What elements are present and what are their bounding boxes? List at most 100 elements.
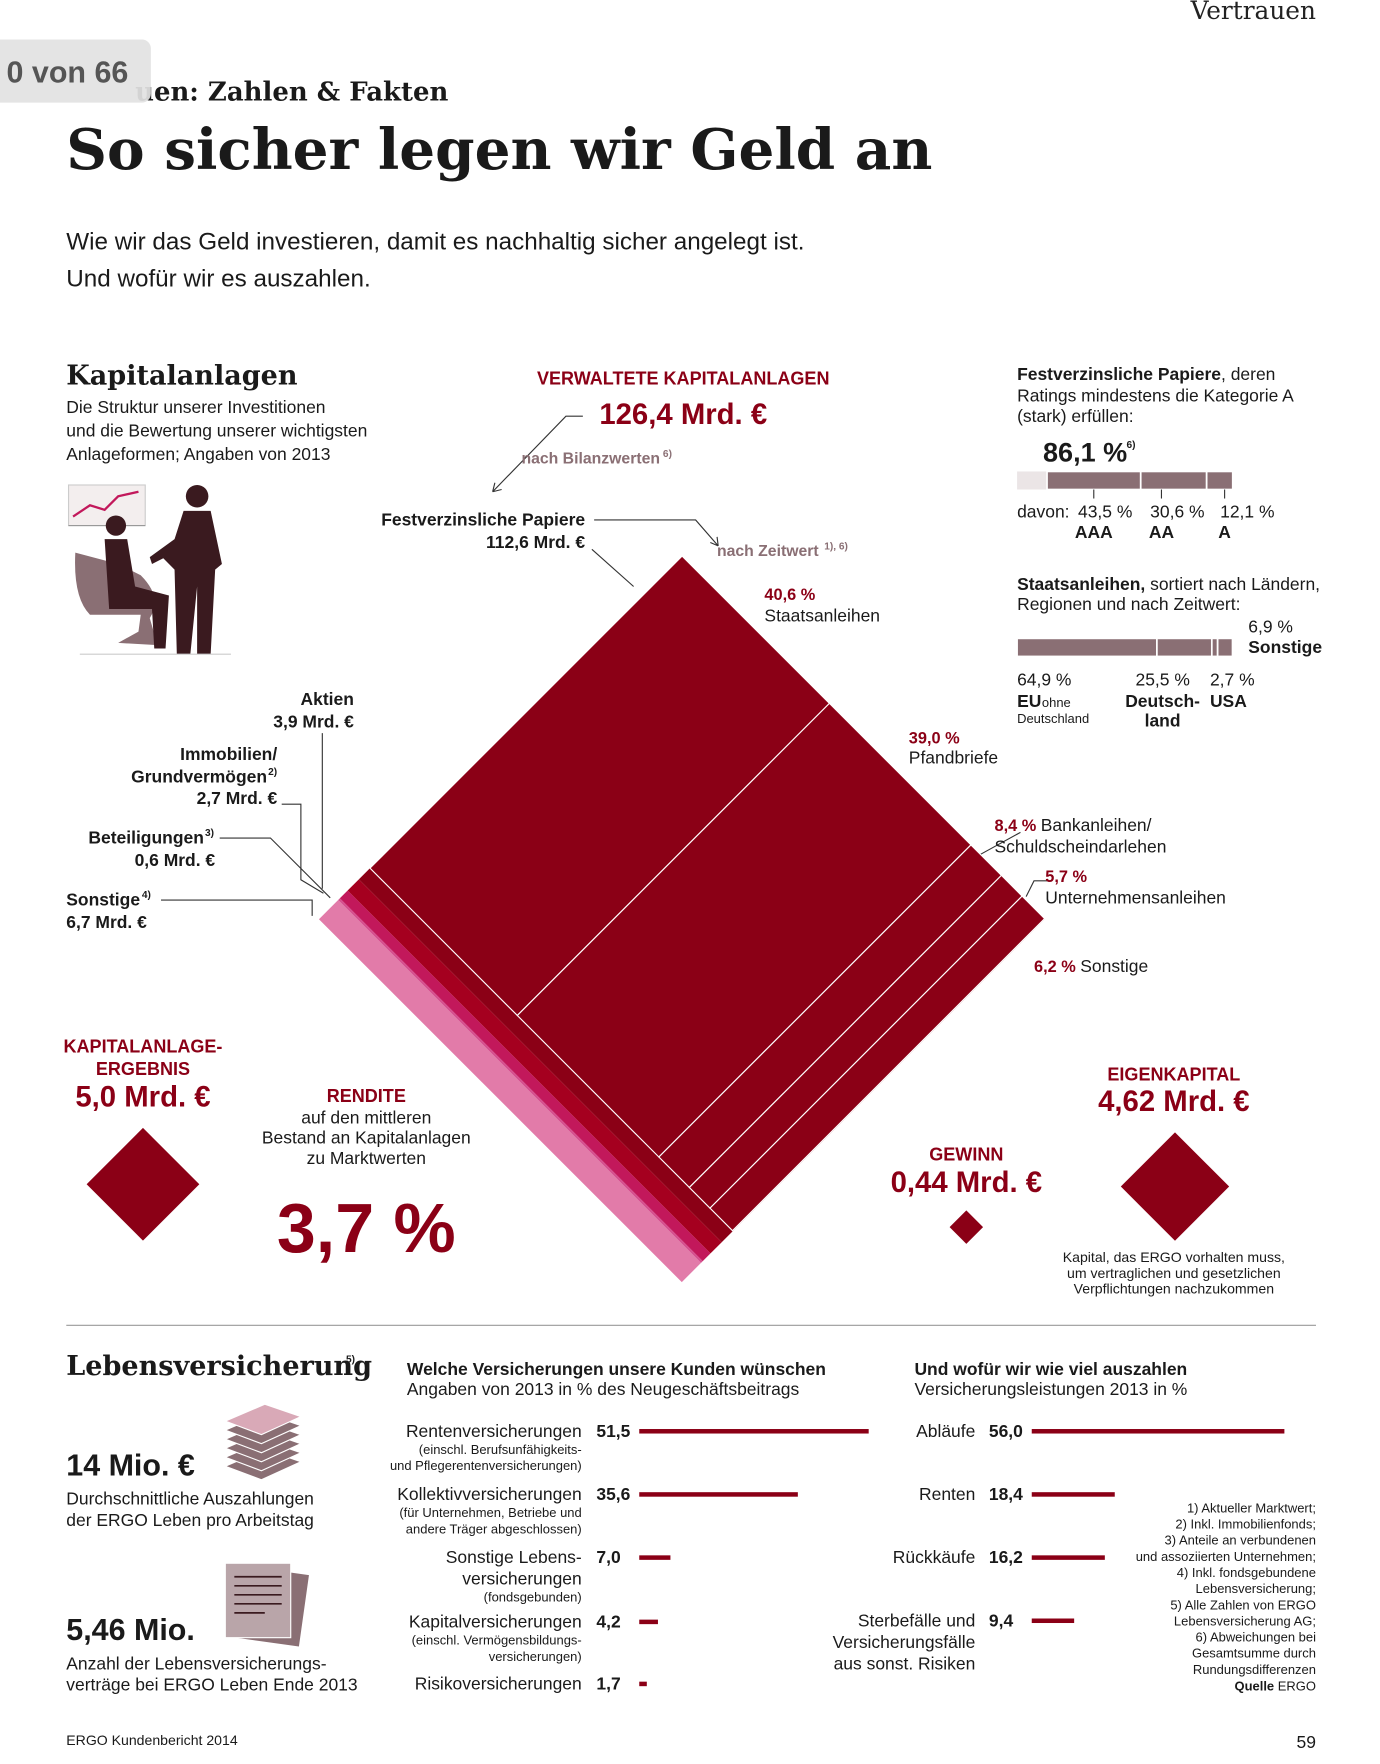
rating-title: Ratings mindestens die Kategorie A <box>1017 386 1294 406</box>
chart-subtitle: Angaben von 2013 in % des Neugeschäftsbe… <box>407 1379 800 1399</box>
intro: Und wofür wir es auszahlen. <box>66 265 370 292</box>
category-label: Renten <box>919 1484 975 1504</box>
leader <box>219 837 331 899</box>
category-label: Rentenversicherungen <box>406 1421 582 1441</box>
rating-value: 86,1 % <box>1043 437 1127 467</box>
rating-title-bold: Festverzinsliche Papiere <box>1017 364 1221 384</box>
category-label: Sonstige Lebens- <box>446 1547 582 1567</box>
value-label: 35,6 <box>596 1484 630 1504</box>
share-label: 64,9 % <box>1017 670 1071 690</box>
bar <box>1031 1429 1285 1434</box>
rating-segment <box>1046 470 1142 491</box>
sovereign-segment <box>1156 637 1213 658</box>
footnote: 4) Inkl. fondsgebundene <box>1177 1565 1316 1580</box>
head <box>105 515 127 536</box>
icon-document <box>224 1562 309 1647</box>
share-label: 30,6 % <box>1150 502 1204 522</box>
rating-title: Festverzinsliche Papiere, deren <box>1017 364 1275 384</box>
bar <box>639 1619 658 1625</box>
kpi-label: RENDITE <box>327 1086 406 1106</box>
asset-name: Festverzinsliche Papiere <box>381 510 585 530</box>
fact-description: der ERGO Leben pro Arbeitstag <box>66 1510 314 1530</box>
asset-value: 0,6 Mrd. € <box>135 850 216 870</box>
category-label: Kapitalversicherungen <box>409 1612 582 1632</box>
rating-prefix: davon: <box>1017 502 1069 522</box>
category-label: aus sonst. Risiken <box>834 1653 976 1673</box>
footnote: Gesamtsumme durch <box>1192 1646 1316 1661</box>
category-label: Abläufe <box>916 1421 975 1441</box>
fact-value: 5,46 Mio. <box>66 1613 195 1647</box>
rating-name: A <box>1218 522 1231 542</box>
sovereign-segment <box>1216 637 1234 658</box>
footnote: 6) Abweichungen bei <box>1196 1630 1316 1645</box>
footnote-ref: 1), 6) <box>824 541 848 552</box>
kpi-description: Verpflichtungen nachzukommen <box>1074 1281 1274 1297</box>
footnote: 3) Anteile an verbundenen <box>1165 1533 1316 1548</box>
asset-strip <box>338 898 703 1263</box>
sovereign-segment <box>1016 637 1158 658</box>
sovereign-name: USA <box>1210 691 1247 711</box>
rating-name: AA <box>1149 522 1175 542</box>
leader <box>594 519 719 547</box>
sovereign-name: Deutsch- <box>1125 691 1200 711</box>
fact-description: Anzahl der Lebensversicherungs- <box>66 1653 326 1673</box>
sovereign-title: Regionen und nach Zeitwert: <box>1017 594 1240 614</box>
asset-name: Sonstige <box>66 890 140 910</box>
leader <box>161 899 313 916</box>
category-detail: andere Träger abgeschlossen) <box>406 1521 582 1536</box>
asset-name: Grundvermögen <box>131 767 267 787</box>
section-label: Vertrauen <box>1190 0 1316 25</box>
kpi-label: KAPITALANLAGE- <box>64 1036 223 1056</box>
kpi-value: 4,62 Mrd. € <box>1098 1085 1250 1118</box>
category-label: Rückkäufe <box>893 1547 976 1567</box>
kpi-value: 3,7 % <box>277 1189 456 1267</box>
kpi-label: GEWINN <box>929 1145 1003 1165</box>
share-label: 39,0 % <box>909 729 960 747</box>
intro: Wie wir das Geld investieren, damit es n… <box>66 228 804 255</box>
footnote: Lebensversicherung AG; <box>1174 1613 1316 1628</box>
description: Anlageformen; Angaben von 2013 <box>66 444 330 464</box>
section-heading: Lebensversicherung <box>66 1351 372 1382</box>
sovereign-title-rest: sortiert nach Ländern, <box>1145 574 1320 594</box>
sovereign-detail: Deutschland <box>1017 711 1089 726</box>
person-seated <box>104 539 169 649</box>
footnote-ref: 6) <box>1126 440 1135 451</box>
bar <box>1031 1492 1115 1497</box>
kpi-description: Bestand an Kapitalanlagen <box>262 1128 471 1148</box>
footnote-ref: 2) <box>268 767 277 778</box>
category-detail: (für Unternehmen, Betriebe und <box>399 1505 581 1520</box>
value-label: 18,4 <box>989 1484 1023 1504</box>
footnote-ref: 6) <box>663 449 672 460</box>
asset-value: 3,9 Mrd. € <box>273 711 354 731</box>
illustration-meeting <box>67 484 231 655</box>
leader <box>1025 880 1053 897</box>
kpi-description: auf den mittleren <box>301 1107 431 1127</box>
value-label: 9,4 <box>989 1610 1014 1630</box>
footer-publication: ERGO Kundenbericht 2014 <box>66 1732 238 1748</box>
sovereign-name: EU <box>1017 691 1041 711</box>
kpi-description: um vertraglichen und gesetzlichen <box>1067 1265 1281 1281</box>
bar <box>639 1555 671 1560</box>
bar <box>639 1492 798 1497</box>
share-label: 6,9 % <box>1248 617 1293 637</box>
page-indicator: 0 von 66 <box>7 55 129 89</box>
total-note: nach Bilanzwerten <box>521 451 660 468</box>
page-title: So sicher legen wir Geld an <box>66 117 932 183</box>
category-label: Versicherungsfälle <box>833 1632 976 1652</box>
asset-value: 6,7 Mrd. € <box>66 912 147 932</box>
icon-money <box>223 1403 303 1481</box>
asset-strip <box>318 899 702 1283</box>
value-label: 51,5 <box>596 1421 630 1441</box>
description: Die Struktur unserer Investitionen <box>66 397 325 417</box>
category-detail: und Pflegerentenversicherungen) <box>390 1458 582 1473</box>
kpi-diamond <box>86 1127 200 1241</box>
asset-strip <box>347 879 722 1254</box>
footnote-ref: 5) <box>346 1354 355 1365</box>
sovereign-segment <box>1210 637 1219 658</box>
fact-description: verträge bei ERGO Leben Ende 2013 <box>66 1675 357 1695</box>
asset-value: 2,7 Mrd. € <box>197 788 278 808</box>
breakdown-segment <box>709 895 1046 1232</box>
footnote: Rundungsdifferenzen <box>1193 1662 1316 1677</box>
breakdown-name: Sonstige <box>1080 956 1148 976</box>
